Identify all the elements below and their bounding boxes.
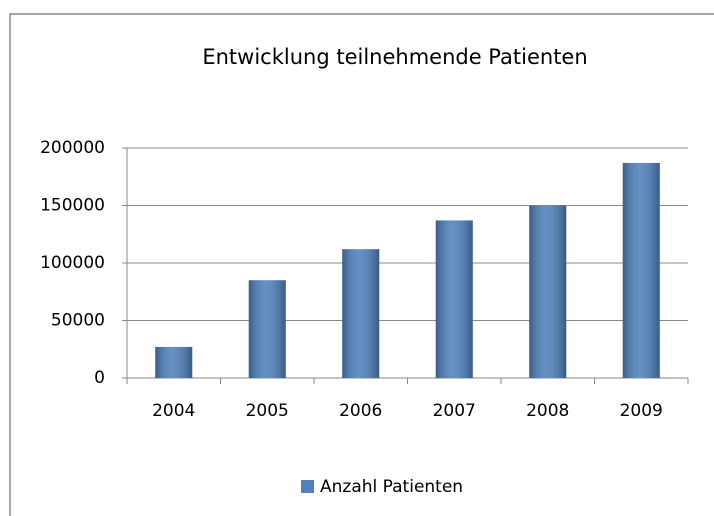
x-tick-label: 2007 xyxy=(433,401,476,421)
bar-shade xyxy=(435,220,473,378)
legend-swatch xyxy=(301,480,314,493)
chart-title: Entwicklung teilnehmende Patienten xyxy=(202,45,587,69)
x-tick-label: 2005 xyxy=(246,401,289,421)
y-tick-label: 100000 xyxy=(40,253,105,273)
bar-shade xyxy=(342,249,380,378)
x-tick-label: 2004 xyxy=(152,401,195,421)
y-tick-label: 50000 xyxy=(51,311,105,331)
bar-shade xyxy=(155,346,193,378)
legend-label: Anzahl Patienten xyxy=(320,477,463,497)
y-tick-label: 150000 xyxy=(40,196,105,216)
bar-shade xyxy=(529,205,567,378)
bar-shade xyxy=(622,162,660,378)
x-tick-label: 2006 xyxy=(339,401,382,421)
y-tick-label: 200000 xyxy=(40,138,105,158)
y-tick-label: 0 xyxy=(94,368,105,388)
x-tick-label: 2009 xyxy=(620,401,663,421)
bar-shade xyxy=(248,280,286,378)
x-tick-label: 2008 xyxy=(526,401,569,421)
